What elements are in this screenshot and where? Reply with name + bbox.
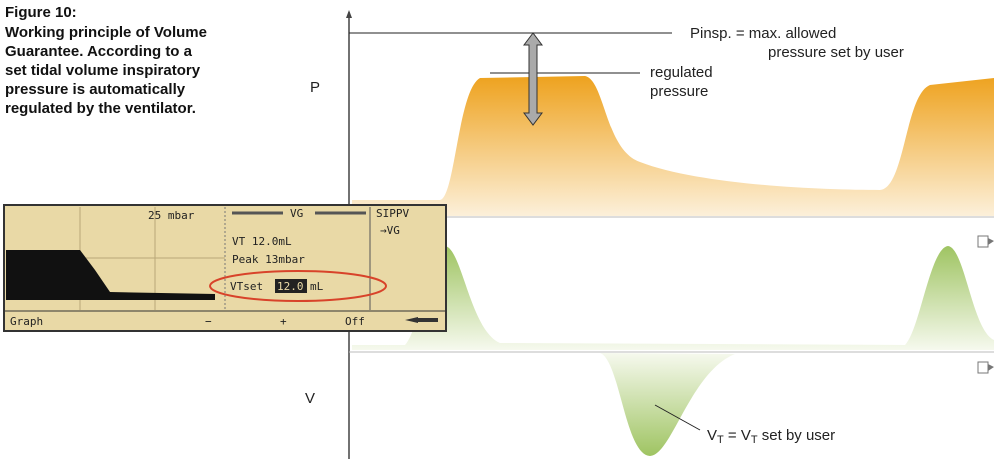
side-icon [977,235,994,248]
screen-button: − [205,315,212,328]
caption-line: set tidal volume inspiratory [5,62,201,79]
flow-wave [352,246,994,350]
caption-line: Working principle of Volume [5,24,207,41]
caption-line: pressure is automatically [5,81,186,98]
screen-button: Off [345,315,365,328]
screen-button: Graph [10,315,43,328]
axis-label: V [305,390,315,407]
annotation: VT = VT set by user [707,427,835,446]
screen-text: VG [290,207,303,220]
range-arrow [523,32,543,126]
pointer [654,404,701,431]
annotation: regulated [650,64,713,81]
screen-text: VTset [230,280,263,293]
screen-text: Peak 13mbar [232,253,305,266]
screen-text: SIPPV [376,207,409,220]
screen-text: mL [310,280,324,293]
axis-label: P [310,79,320,96]
caption-line: regulated by the ventilator. [5,100,196,117]
annotation: Pinsp. = max. allowed [690,25,836,42]
pressure-wave [352,76,994,216]
screen-text: 25 mbar [148,209,195,222]
screen-button: + [280,315,287,328]
ventilator-screen: 25 mbar VG SIPPV →VG VT 12.0mL Peak 13mb… [3,204,447,332]
screen-text: VT 12.0mL [232,235,292,248]
caption-label: Figure 10: [5,4,77,21]
axis-arrow [346,10,352,18]
caption-line: Guarantee. According to a [5,43,193,60]
screen-text: →VG [380,224,400,237]
annotation: pressure [650,83,708,100]
volume-wave [600,353,735,456]
side-icon [977,361,994,374]
annotation: pressure set by user [768,44,904,61]
screen-value: 12.0 [277,280,304,293]
